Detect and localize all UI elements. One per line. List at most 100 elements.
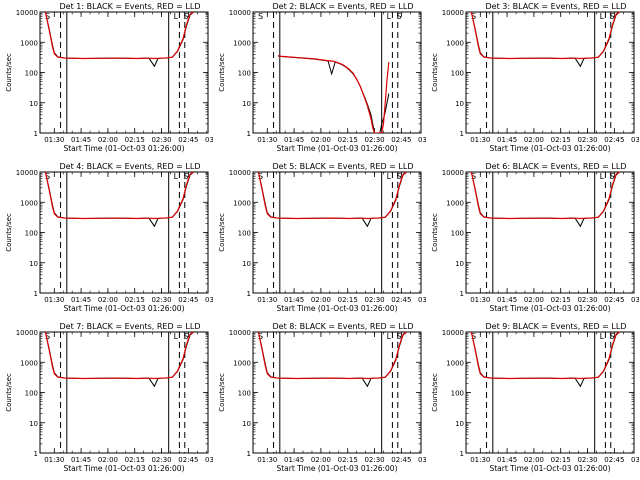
y-tick-label: 1000: [446, 39, 464, 47]
x-tick-label: 02:30: [151, 296, 171, 304]
chart-title: Det 6: BLACK = Events, RED = LLD: [486, 162, 627, 171]
series-events-line: [277, 55, 390, 133]
series-group: [257, 332, 408, 388]
x-tick-label: 02:30: [577, 296, 597, 304]
y-axis-label: Counts/sec: [431, 373, 439, 412]
x-tick-label: 02:15: [338, 456, 358, 464]
x-tick-label: 03:00: [205, 456, 213, 464]
x-tick-label: 02:00: [524, 136, 544, 144]
x-tick-label: 02:30: [577, 136, 597, 144]
chart-title: Det 3: BLACK = Events, RED = LLD: [486, 2, 627, 11]
x-tick-label: 01:30: [470, 136, 490, 144]
series-group: [257, 172, 408, 228]
y-tick-label: 100: [238, 70, 251, 78]
y-tick-label: 10000: [229, 9, 251, 17]
x-tick-label: 03:00: [631, 136, 639, 144]
x-tick-label: 02:15: [125, 456, 145, 464]
edge-label-l: L: [600, 12, 605, 21]
y-tick-label: 10: [455, 100, 464, 108]
edge-label-l: L: [174, 12, 179, 21]
x-tick-label: 01:45: [284, 136, 304, 144]
edge-label-s: S: [609, 332, 614, 341]
y-tick-label: 1: [247, 130, 251, 138]
edge-label-l: L: [174, 332, 179, 341]
edge-label-s: S: [471, 172, 476, 181]
x-tick-label: 01:30: [470, 296, 490, 304]
y-axis-label: Counts/sec: [218, 213, 226, 252]
y-axis-label: Counts/sec: [431, 213, 439, 252]
x-tick-label: 01:30: [44, 456, 64, 464]
series-lld-line: [257, 172, 408, 220]
detector-chart-3: Det 3: BLACK = Events, RED = LLD 1 10 100 10…: [431, 2, 639, 153]
x-tick-label: 01:30: [470, 456, 490, 464]
x-tick-label: 01:30: [257, 136, 277, 144]
x-tick-label: 03:00: [418, 296, 426, 304]
series-lld-line: [44, 332, 195, 380]
x-tick-label: 02:15: [125, 136, 145, 144]
x-tick-label: 02:30: [364, 456, 384, 464]
x-tick-label: 01:45: [284, 456, 304, 464]
x-tick-label: 02:45: [178, 456, 198, 464]
edge-label-s: S: [183, 332, 188, 341]
y-axis-label: Counts/sec: [431, 53, 439, 92]
y-tick-label: 1000: [233, 359, 251, 367]
y-tick-label: 10: [29, 420, 38, 428]
x-tick-label: 01:45: [71, 456, 91, 464]
y-tick-label: 1: [34, 130, 38, 138]
y-tick-label: 1000: [446, 199, 464, 207]
series-lld-line: [470, 172, 621, 220]
x-axis-label: Start Time (01-Oct-03 01:26:00): [63, 144, 184, 153]
x-tick-label: 01:45: [71, 296, 91, 304]
x-tick-label: 03:00: [631, 296, 639, 304]
x-tick-label: 02:45: [604, 136, 624, 144]
x-axis-label: Start Time (01-Oct-03 01:26:00): [276, 464, 397, 473]
y-tick-label: 10000: [442, 169, 464, 177]
detector-chart-9: Det 9: BLACK = Events, RED = LLD 1 10 100 10…: [431, 322, 639, 473]
series-lld-line: [470, 12, 621, 60]
y-tick-label: 10: [29, 260, 38, 268]
y-tick-label: 10: [242, 260, 251, 268]
chart-title: Det 8: BLACK = Events, RED = LLD: [273, 322, 414, 331]
x-tick-label: 02:15: [551, 456, 571, 464]
edge-label-s: S: [183, 172, 188, 181]
y-tick-label: 1: [460, 130, 464, 138]
detector-chart-7: Det 7: BLACK = Events, RED = LLD 1 10 100 10…: [5, 322, 213, 473]
series-lld-line: [470, 332, 621, 380]
series-lld-line: [257, 332, 408, 380]
y-axis-label: Counts/sec: [5, 53, 13, 92]
series-group: [470, 332, 621, 388]
y-tick-label: 10: [29, 100, 38, 108]
y-tick-label: 10000: [16, 169, 38, 177]
x-tick-label: 02:45: [178, 136, 198, 144]
plot-frame: [465, 331, 635, 454]
series-lld-line: [44, 12, 195, 60]
y-tick-label: 100: [451, 390, 464, 398]
x-tick-label: 02:45: [604, 296, 624, 304]
y-tick-label: 1: [34, 450, 38, 458]
edge-label-s: S: [396, 332, 401, 341]
y-tick-label: 10: [455, 260, 464, 268]
x-tick-label: 02:15: [125, 296, 145, 304]
plot-frame: [465, 171, 635, 294]
detector-chart-2: Det 2: BLACK = Events, RED = LLD 1 10 100 10…: [218, 2, 426, 153]
y-tick-label: 1000: [20, 39, 38, 47]
series-group: [470, 172, 621, 228]
x-tick-label: 03:00: [418, 456, 426, 464]
chart-title: Det 2: BLACK = Events, RED = LLD: [273, 2, 414, 11]
x-tick-label: 02:45: [178, 296, 198, 304]
edge-label-l: L: [387, 332, 392, 341]
edge-label-l: L: [600, 332, 605, 341]
y-tick-label: 100: [25, 230, 38, 238]
y-tick-label: 10000: [442, 329, 464, 337]
x-tick-label: 02:30: [151, 136, 171, 144]
y-axis-label: Counts/sec: [5, 373, 13, 412]
x-tick-label: 02:30: [577, 456, 597, 464]
edge-label-s: S: [45, 332, 50, 341]
y-tick-label: 10000: [16, 329, 38, 337]
edge-label-l: L: [600, 172, 605, 181]
y-tick-label: 1: [247, 450, 251, 458]
y-axis-label: Counts/sec: [218, 373, 226, 412]
series-group: [277, 55, 390, 133]
detector-chart-6: Det 6: BLACK = Events, RED = LLD 1 10 100 10…: [431, 162, 639, 313]
